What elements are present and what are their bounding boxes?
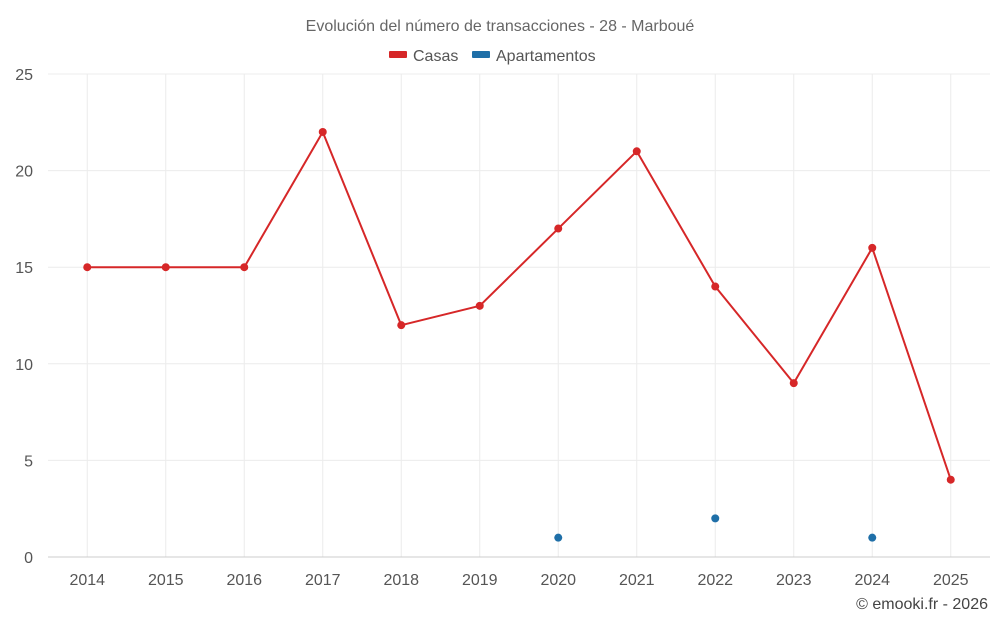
data-point-casas[interactable] <box>240 263 249 272</box>
x-tick-label: 2024 <box>854 572 890 589</box>
data-point-casas[interactable] <box>83 263 92 272</box>
data-point-casas[interactable] <box>318 127 327 136</box>
legend-swatch-casas <box>389 51 407 58</box>
series <box>83 127 955 542</box>
x-tick-label: 2017 <box>305 572 341 589</box>
x-tick-label: 2020 <box>540 572 576 589</box>
x-tick-label: 2023 <box>776 572 812 589</box>
x-tick-label: 2022 <box>697 572 733 589</box>
y-tick-label: 5 <box>24 453 33 470</box>
legend-swatch-apartamentos <box>472 51 490 58</box>
series-apartamentos <box>554 514 877 542</box>
data-point-apartamentos[interactable] <box>554 533 563 542</box>
data-point-casas[interactable] <box>397 321 406 330</box>
chart-title: Evolución del número de transacciones - … <box>306 18 695 35</box>
y-tick-label: 10 <box>15 357 33 374</box>
data-point-apartamentos[interactable] <box>868 533 877 542</box>
x-tick-label: 2019 <box>462 572 498 589</box>
data-point-casas[interactable] <box>711 282 720 291</box>
legend-item-casas[interactable]: Casas <box>389 48 458 65</box>
x-tick-label: 2016 <box>226 572 262 589</box>
x-tick-label: 2018 <box>383 572 419 589</box>
x-tick-label: 2025 <box>933 572 969 589</box>
legend-label-apartamentos: Apartamentos <box>496 48 596 65</box>
y-tick-label: 20 <box>15 164 33 181</box>
x-tick-label: 2021 <box>619 572 655 589</box>
series-line-casas <box>87 130 952 481</box>
data-point-casas[interactable] <box>632 147 641 156</box>
data-point-casas[interactable] <box>946 475 955 484</box>
legend-item-apartamentos[interactable]: Apartamentos <box>472 48 596 65</box>
legend: Casas Apartamentos <box>389 48 596 65</box>
y-tick-label: 15 <box>15 260 33 277</box>
y-tick-label: 0 <box>24 550 33 567</box>
x-tick-label: 2015 <box>148 572 184 589</box>
y-tick-label: 25 <box>15 67 33 84</box>
grid <box>48 73 990 557</box>
x-tick-label: 2014 <box>69 572 105 589</box>
data-point-apartamentos[interactable] <box>711 514 720 523</box>
data-point-casas[interactable] <box>789 379 798 388</box>
credit-text: © emooki.fr - 2026 <box>856 596 988 613</box>
data-point-casas[interactable] <box>475 301 484 310</box>
data-point-casas[interactable] <box>868 243 877 252</box>
series-casas <box>83 127 955 484</box>
data-point-casas[interactable] <box>554 224 563 233</box>
data-point-casas[interactable] <box>161 263 170 272</box>
legend-label-casas: Casas <box>413 48 458 65</box>
